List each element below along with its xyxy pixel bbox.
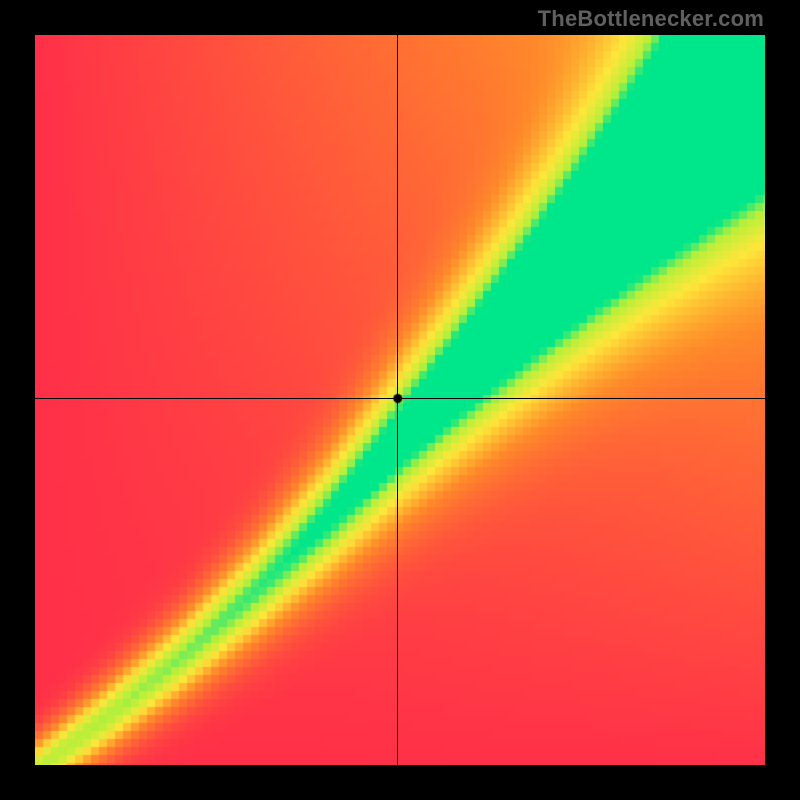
- watermark-text: TheBottlenecker.com: [538, 6, 764, 32]
- bottleneck-heatmap: [35, 35, 765, 765]
